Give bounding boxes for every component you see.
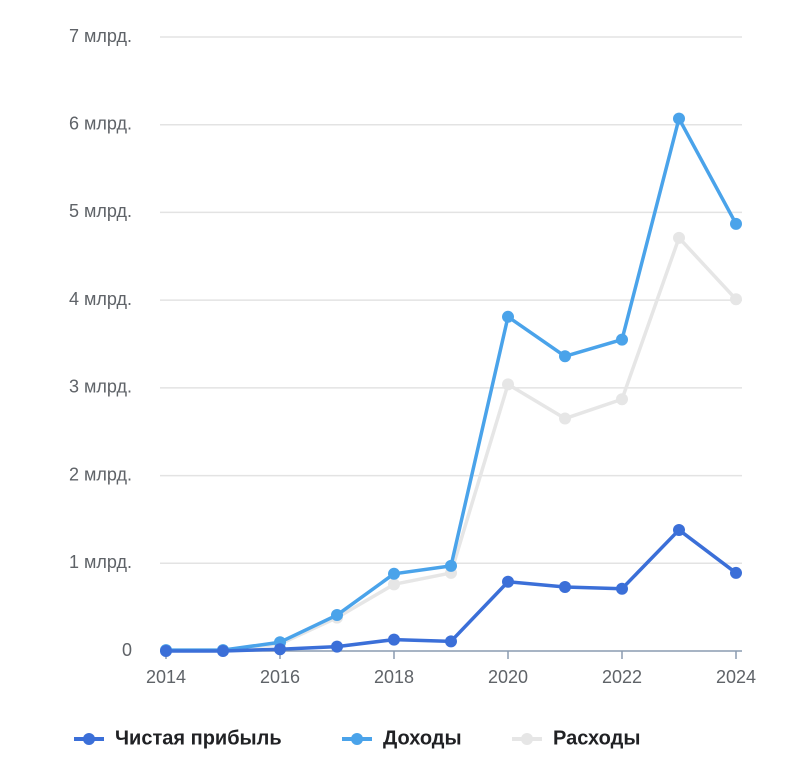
y-tick-label: 5 млрд. — [69, 201, 132, 221]
data-point — [331, 609, 343, 622]
data-point — [559, 350, 571, 363]
y-tick-label: 6 млрд. — [69, 113, 132, 133]
x-tick-label: 2018 — [374, 667, 414, 687]
x-tick-label: 2014 — [146, 667, 186, 687]
data-point — [673, 112, 685, 125]
data-point — [616, 333, 628, 346]
series-line — [166, 528, 738, 653]
data-point — [445, 559, 457, 572]
x-tick-label: 2022 — [602, 667, 642, 687]
data-point — [331, 640, 343, 653]
data-point — [502, 575, 514, 588]
y-tick-label: 3 млрд. — [69, 377, 132, 397]
y-tick-label: 2 млрд. — [69, 464, 132, 484]
legend-label: Доходы — [383, 727, 462, 749]
x-tick-label: 2024 — [716, 667, 756, 687]
data-point — [730, 566, 742, 579]
legend-label: Чистая прибыль — [115, 727, 282, 749]
data-point — [217, 645, 229, 657]
legend-marker — [83, 733, 95, 745]
data-point — [502, 378, 514, 391]
data-point — [559, 412, 571, 425]
data-point — [559, 580, 571, 593]
data-point — [730, 293, 742, 306]
legend: Чистая прибыль Доходы Расходы — [74, 727, 640, 749]
legend-label: Расходы — [553, 727, 640, 749]
data-point — [274, 643, 286, 656]
data-point — [673, 231, 685, 244]
x-tick-label: 2020 — [488, 667, 528, 687]
y-tick-label: 0 — [122, 640, 132, 660]
data-point — [673, 523, 685, 536]
legend-marker — [351, 733, 363, 745]
legend-marker — [521, 733, 533, 745]
y-tick-label: 1 млрд. — [69, 552, 132, 572]
data-point — [160, 645, 172, 657]
data-point — [388, 578, 400, 591]
data-point — [388, 633, 400, 646]
data-point — [388, 567, 400, 580]
data-point — [616, 393, 628, 406]
x-tick-label: 2016 — [260, 667, 300, 687]
y-tick-label: 7 млрд. — [69, 26, 132, 46]
data-point — [502, 310, 514, 323]
data-point — [616, 582, 628, 595]
data-point — [445, 635, 457, 648]
data-point — [730, 217, 742, 230]
y-tick-label: 4 млрд. — [69, 289, 132, 309]
